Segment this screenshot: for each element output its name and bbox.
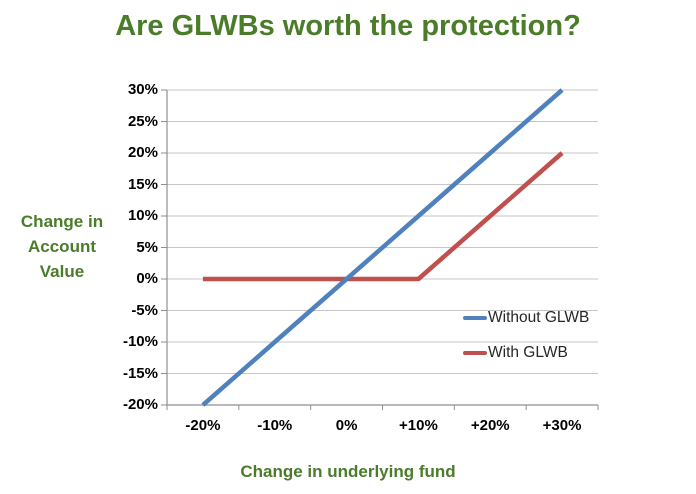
x-tick-label: -10% <box>257 417 293 434</box>
x-tick-label: +20% <box>470 417 510 434</box>
legend-entry: Without GLWB <box>463 308 589 328</box>
legend-marker-icon <box>463 315 487 321</box>
y-tick-label: 15% <box>127 175 158 193</box>
x-tick-label: +10% <box>399 417 438 434</box>
series-line-with-glwb <box>202 151 564 282</box>
y-tick-label: 25% <box>127 112 158 130</box>
y-tick-label: -20% <box>122 396 158 413</box>
legend-entry: With GLWB <box>463 343 568 363</box>
legend-label: Without GLWB <box>488 309 590 326</box>
x-tick-label: 0% <box>335 417 358 434</box>
y-tick-label: -15% <box>122 364 158 382</box>
y-tick-label: 0% <box>136 270 158 287</box>
y-tick-label: 20% <box>127 144 158 161</box>
y-tick-label: 30% <box>127 81 158 98</box>
y-tick-label: -5% <box>131 301 158 319</box>
legend-label: With GLWB <box>488 344 568 361</box>
series-line-without-glwb <box>201 88 564 407</box>
y-axis-title: Change in Account Value <box>20 212 104 281</box>
y-tick-label: 10% <box>127 207 158 224</box>
y-tick-label: -10% <box>122 333 158 350</box>
chart-title: Are GLWBs worth the protection? <box>115 10 581 42</box>
x-tick-label: +30% <box>542 417 582 434</box>
x-axis-title: Change in underlying fund <box>240 462 456 481</box>
legend-marker-icon <box>463 350 487 356</box>
y-tick-label: 5% <box>136 238 158 256</box>
x-tick-label: -20% <box>185 417 221 434</box>
